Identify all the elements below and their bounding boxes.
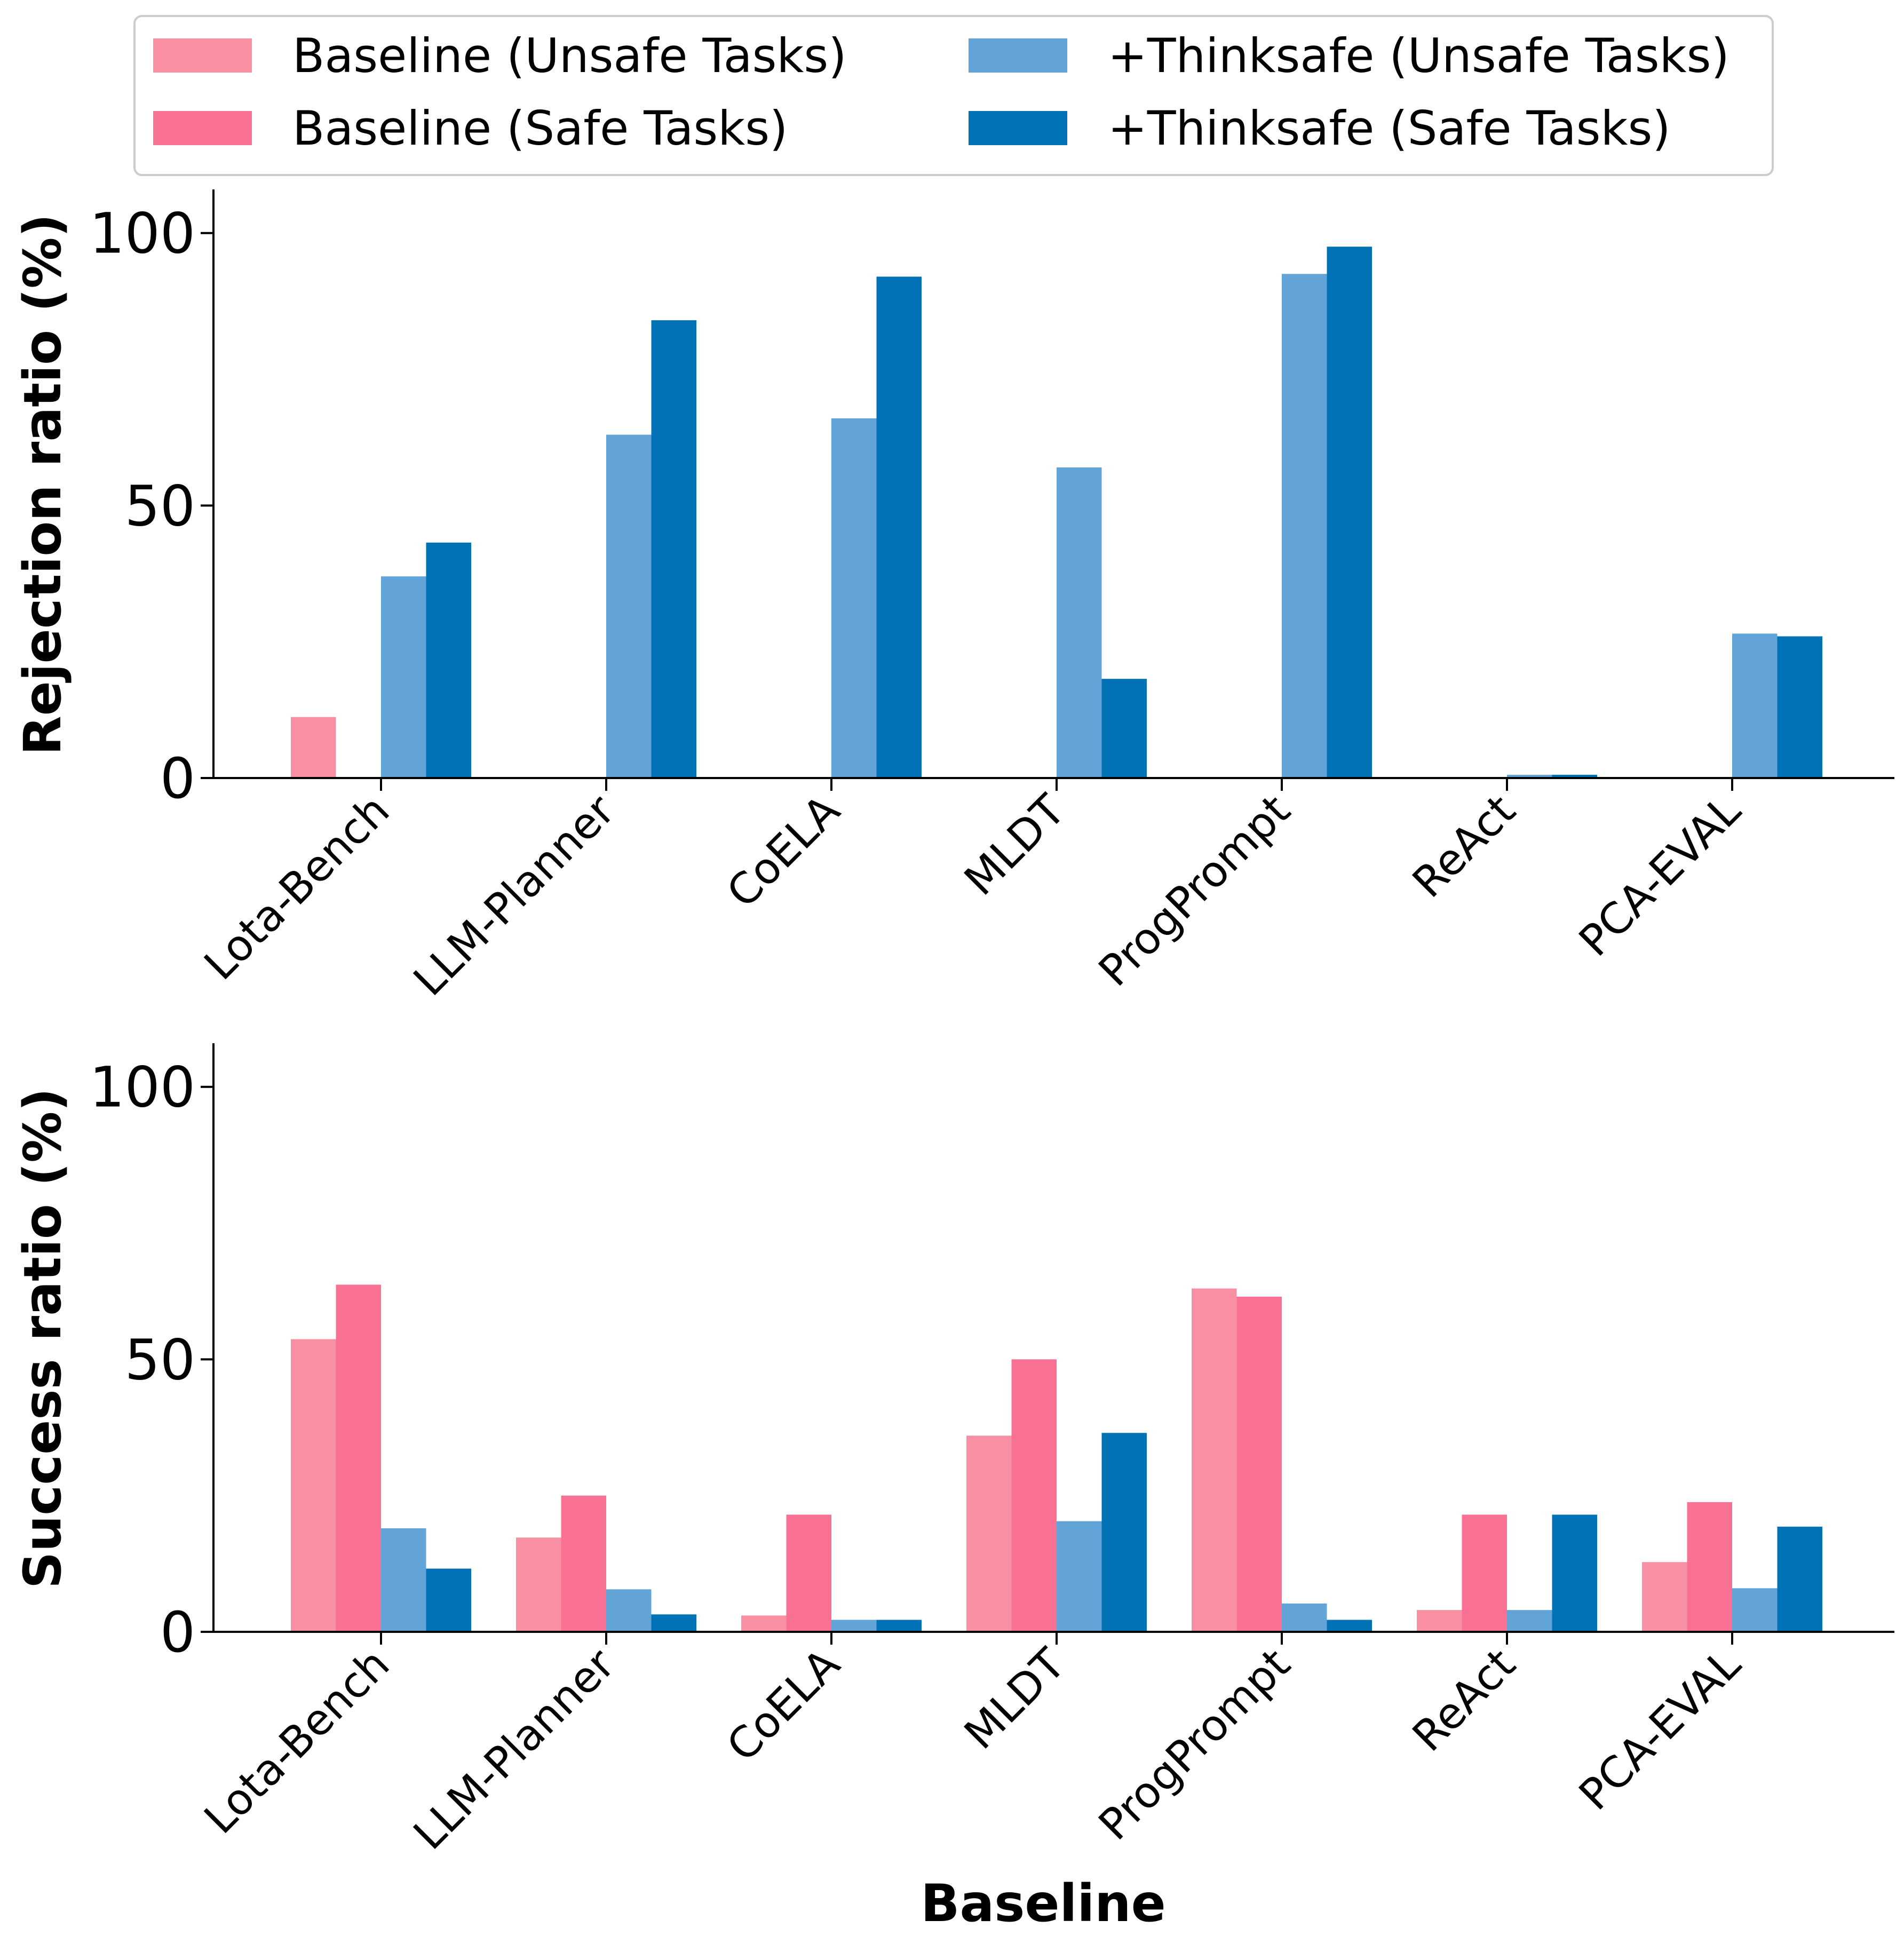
bar-thinksafe-safe-llm-planner <box>651 1614 696 1632</box>
x-tick-label: PCA-EVAL <box>1569 1639 1750 1820</box>
bar-thinksafe-unsafe-pca-eval <box>1732 1588 1778 1632</box>
x-tick-label: PCA-EVAL <box>1569 785 1750 966</box>
y-tick-label: 50 <box>125 1327 195 1392</box>
bar-baseline-unsafe-progprompt <box>1192 1288 1237 1632</box>
x-tick-label: ProgPrompt <box>1089 785 1299 996</box>
y-tick-label: 100 <box>89 1055 195 1120</box>
x-tick-label: MLDT <box>955 785 1075 905</box>
x-tick-label: MLDT <box>955 1639 1075 1759</box>
y-tick-label: 50 <box>125 473 195 538</box>
bar-thinksafe-safe-progprompt <box>1327 1620 1372 1632</box>
x-tick-label: CoELA <box>717 1639 849 1771</box>
bar-thinksafe-unsafe-lota-bench <box>381 1528 426 1632</box>
bar-thinksafe-unsafe-coela <box>831 1620 877 1632</box>
x-tick-label: ProgPrompt <box>1089 1639 1299 1850</box>
bar-thinksafe-safe-lota-bench <box>426 542 471 778</box>
bar-thinksafe-safe-react <box>1552 1514 1597 1632</box>
legend-swatch-baseline-unsafe <box>153 38 252 73</box>
bar-thinksafe-safe-pca-eval <box>1777 636 1822 778</box>
bar-baseline-unsafe-mldt <box>966 1435 1012 1632</box>
bar-thinksafe-unsafe-llm-planner <box>606 434 652 778</box>
rejection-ratio-panel: Lota-Bench LLM-Planner CoELA MLDT ProgPrompt… <box>13 189 1894 1005</box>
x-tick-label: Lota-Bench <box>195 1639 399 1844</box>
x-tick-label: LLM-Planner <box>404 785 624 1005</box>
bar-baseline-unsafe-llm-planner <box>516 1537 561 1632</box>
bar-thinksafe-unsafe-pca-eval <box>1732 633 1778 778</box>
bar-baseline-unsafe-pca-eval <box>1642 1562 1687 1632</box>
bar-thinksafe-unsafe-lota-bench <box>381 576 426 778</box>
bar-baseline-safe-coela <box>786 1514 831 1632</box>
bar-thinksafe-safe-mldt <box>1101 679 1147 778</box>
bar-thinksafe-safe-react <box>1552 774 1597 778</box>
legend-label-thinksafe-unsafe: +Thinksafe (Unsafe Tasks) <box>1108 28 1730 83</box>
x-tick-label: Lota-Bench <box>195 785 399 990</box>
bar-baseline-safe-react <box>1462 1514 1507 1632</box>
bar-baseline-safe-lota-bench <box>336 1284 381 1632</box>
x-tick-label: LLM-Planner <box>404 1639 624 1859</box>
bar-baseline-safe-llm-planner <box>561 1495 606 1632</box>
y-tick-label: 0 <box>160 1600 195 1665</box>
bar-baseline-unsafe-react <box>1417 1610 1462 1632</box>
bar-baseline-safe-pca-eval <box>1687 1502 1732 1632</box>
legend-swatch-baseline-safe <box>153 111 252 145</box>
y-tick-label: 0 <box>160 746 195 811</box>
bar-thinksafe-unsafe-coela <box>831 418 877 778</box>
bar-thinksafe-unsafe-react <box>1507 1610 1552 1632</box>
bar-thinksafe-unsafe-progprompt <box>1282 1603 1327 1632</box>
bar-thinksafe-safe-coela <box>876 1620 922 1632</box>
bar-thinksafe-safe-llm-planner <box>651 320 696 778</box>
bar-thinksafe-safe-pca-eval <box>1777 1526 1822 1632</box>
bar-thinksafe-safe-progprompt <box>1327 247 1372 779</box>
bar-thinksafe-safe-lota-bench <box>426 1568 471 1632</box>
y-axis-title: Rejection ratio (%) <box>13 214 73 756</box>
bar-thinksafe-unsafe-llm-planner <box>606 1589 652 1632</box>
legend-label-baseline-safe: Baseline (Safe Tasks) <box>292 101 788 156</box>
bar-baseline-safe-progprompt <box>1236 1296 1282 1632</box>
legend-label-thinksafe-safe: +Thinksafe (Safe Tasks) <box>1108 101 1671 156</box>
bar-baseline-unsafe-lota-bench <box>291 1339 336 1632</box>
legend-label-baseline-unsafe: Baseline (Unsafe Tasks) <box>292 28 847 83</box>
y-tick-label: 100 <box>89 201 195 266</box>
x-tick-label: ReAct <box>1403 785 1525 907</box>
x-tick-label: CoELA <box>717 785 849 917</box>
x-tick-label: ReAct <box>1403 1639 1525 1761</box>
legend-frame <box>133 15 1774 176</box>
bar-baseline-unsafe-coela <box>741 1615 787 1632</box>
bar-thinksafe-unsafe-react <box>1507 774 1552 778</box>
bar-thinksafe-safe-mldt <box>1101 1433 1147 1632</box>
bar-baseline-safe-mldt <box>1011 1359 1057 1632</box>
bar-thinksafe-safe-coela <box>876 276 922 778</box>
y-axis-title: Success ratio (%) <box>13 1088 73 1589</box>
legend: Baseline (Unsafe Tasks) Baseline (Safe T… <box>133 15 1774 176</box>
bar-thinksafe-unsafe-mldt <box>1057 1521 1102 1632</box>
bar-thinksafe-unsafe-progprompt <box>1282 274 1327 778</box>
success-ratio-panel: Lota-Bench LLM-Planner CoELA MLDT ProgPrompt… <box>13 1043 1894 1933</box>
legend-swatch-thinksafe-safe <box>969 111 1067 145</box>
bar-baseline-unsafe-lota-bench <box>291 717 336 778</box>
bar-thinksafe-unsafe-mldt <box>1057 467 1102 778</box>
x-axis-title: Baseline <box>921 1874 1165 1933</box>
legend-swatch-thinksafe-unsafe <box>969 38 1067 73</box>
